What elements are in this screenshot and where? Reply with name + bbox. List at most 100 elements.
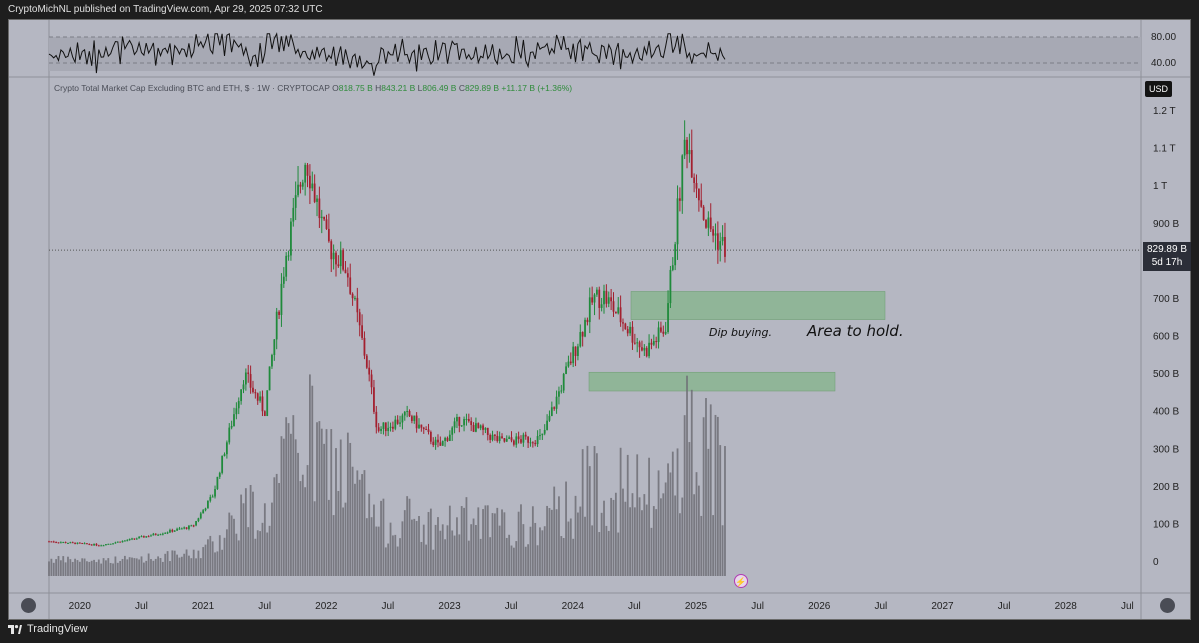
candle-body <box>686 139 688 155</box>
candle-body <box>446 437 449 441</box>
volume-bar <box>176 554 178 576</box>
candle-body <box>394 419 397 429</box>
candle-body <box>90 544 93 546</box>
settings-gear-icon[interactable] <box>1160 598 1175 613</box>
volume-bar <box>178 557 181 576</box>
candle-body <box>586 319 589 323</box>
volume-bar <box>128 557 131 576</box>
volume-bar <box>59 560 62 576</box>
candle-body <box>529 442 532 444</box>
volume-bar <box>721 525 724 576</box>
candle-body <box>365 355 368 368</box>
volume-bar <box>242 503 245 576</box>
volume-bar <box>531 506 534 576</box>
volume-bar <box>209 535 212 576</box>
candle-body <box>622 322 624 324</box>
candle-body <box>48 541 50 543</box>
candle-body <box>247 372 250 375</box>
volume-bar <box>617 532 620 576</box>
volume-bar <box>501 509 503 576</box>
volume-bar <box>384 547 387 576</box>
volume-bar <box>403 510 406 576</box>
volume-bar <box>273 477 276 576</box>
candle-body <box>721 236 724 242</box>
candle-body <box>475 423 477 432</box>
timezone-button[interactable] <box>21 598 36 613</box>
volume-bar <box>249 484 252 576</box>
y-tick-label: 200 B <box>1153 482 1179 493</box>
candle-body <box>451 427 454 435</box>
volume-bar <box>349 442 352 576</box>
candle-body <box>268 366 271 391</box>
candle-body <box>356 297 359 313</box>
candle-body <box>437 439 439 443</box>
volume-bar <box>420 541 423 576</box>
lightning-icon[interactable]: ⚡ <box>734 574 748 588</box>
volume-bar <box>425 544 428 576</box>
annotation-dip-buying: Dip buying. <box>709 326 772 339</box>
candle-body <box>633 342 636 344</box>
volume-bar <box>477 507 480 576</box>
volume-bar <box>572 538 575 576</box>
candle-body <box>228 427 231 443</box>
candle-body <box>427 429 430 433</box>
candle-body <box>643 347 646 351</box>
y-tick-label: 500 B <box>1153 369 1179 380</box>
candle-body <box>415 415 418 429</box>
volume-bar <box>218 535 221 576</box>
candle-body <box>660 327 662 332</box>
candle-body <box>467 418 470 422</box>
candle-body <box>626 329 629 334</box>
volume-bar <box>702 417 705 576</box>
volume-bar <box>252 491 254 576</box>
y-tick-label: 0 <box>1153 557 1159 568</box>
volume-bar <box>48 561 50 576</box>
candle-body <box>524 434 527 437</box>
volume-bar <box>361 474 363 576</box>
candle-body <box>650 342 653 345</box>
volume-bar <box>458 534 461 576</box>
candle-body <box>619 307 622 323</box>
volume-bar <box>142 562 145 576</box>
x-tick-label: Jul <box>874 601 887 612</box>
candle-body <box>121 540 124 543</box>
volume-bar <box>534 522 537 576</box>
volume-bar <box>126 559 129 576</box>
candle-body <box>477 423 480 429</box>
volume-bar <box>342 507 345 576</box>
candle-body <box>598 289 601 308</box>
candle-body <box>202 510 205 514</box>
candle-body <box>636 342 639 344</box>
volume-bar <box>318 421 321 576</box>
volume-bar <box>268 525 271 576</box>
volume-bar <box>313 501 316 576</box>
volume-bar <box>510 545 513 576</box>
volume-bar <box>93 559 95 576</box>
volume-bar <box>164 553 167 576</box>
volume-bar <box>441 524 444 576</box>
volume-bar <box>344 502 347 576</box>
candle-body <box>484 427 487 430</box>
candle-body <box>631 326 634 343</box>
volume-bar <box>541 530 544 576</box>
candle-body <box>102 545 105 547</box>
volume-bar <box>121 558 124 576</box>
volume-bar <box>97 559 100 576</box>
candle-body <box>140 536 143 538</box>
volume-bar <box>159 558 162 576</box>
volume-bar <box>67 556 69 576</box>
candle-body <box>724 236 726 257</box>
candle-body <box>479 425 482 429</box>
last-price-value: 829.89 B <box>1146 244 1188 255</box>
candle-body <box>159 534 162 536</box>
candle-body <box>652 341 655 345</box>
volume-bar <box>645 504 648 576</box>
currency-badge[interactable]: USD <box>1145 81 1172 97</box>
candle-body <box>648 342 650 357</box>
volume-bar <box>173 550 176 576</box>
candle-body <box>441 440 444 446</box>
candle-body <box>354 297 356 299</box>
candle-body <box>370 374 373 388</box>
publish-header: CryptoMichNL published on TradingView.co… <box>8 4 323 15</box>
